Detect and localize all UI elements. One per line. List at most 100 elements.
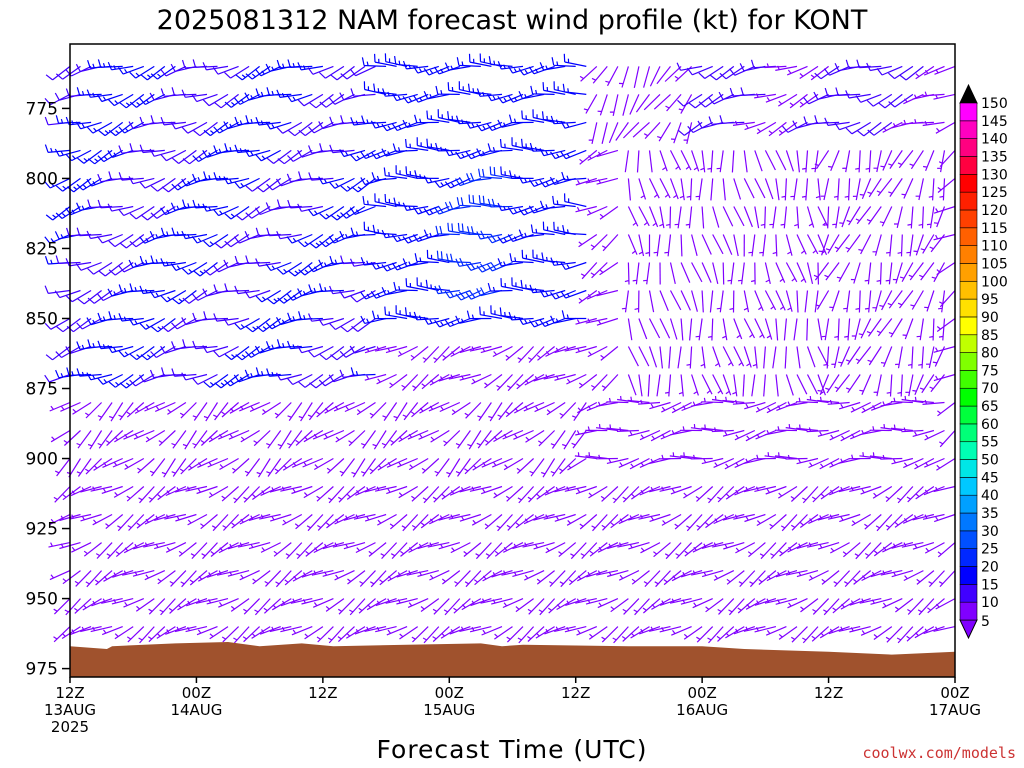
wind-barb [601,626,619,643]
wind-barb [821,318,830,341]
wind-barb [181,177,208,187]
wind-barb [77,290,102,305]
wind-barb [745,429,766,442]
wind-barb [639,429,661,441]
wind-barb [350,367,376,376]
wind-barb [700,150,706,173]
wind-barb [139,177,166,189]
colorbar-label: 100 [981,274,1008,290]
wind-barb [435,225,460,236]
wind-barb [127,514,145,531]
wind-barb [360,315,387,324]
wind-barb [360,289,387,300]
wind-barb [858,234,872,255]
x-tick-label: 00Z [687,684,716,702]
wind-barb [280,598,302,607]
wind-barb [346,486,366,500]
wind-barb [827,399,850,405]
wind-barb [775,318,779,341]
wind-barb [160,149,187,162]
wind-barb [690,424,713,432]
wind-barb [512,542,534,550]
wind-barb [649,66,661,87]
wind-barb [276,177,303,187]
wind-barb [938,290,946,313]
wind-barb [567,457,587,471]
wind-barb [492,345,513,358]
wind-barb [469,626,492,633]
wind-barb [669,262,676,285]
wind-barb [664,65,682,82]
wind-barb [607,542,629,550]
wind-barb [852,178,861,201]
wind-barb [723,542,745,550]
wind-barb [787,598,808,609]
wind-barb [707,626,724,644]
wind-barb [298,262,324,276]
wind-barb [577,401,598,414]
wind-barb [769,206,777,229]
wind-barb [926,206,935,229]
wind-barb [832,206,840,229]
wind-barb [223,373,250,387]
wind-barb [114,626,134,640]
wind-barb [846,206,861,226]
wind-barb [455,315,482,324]
colorbar-swatch [959,298,978,318]
wind-barb [806,374,819,395]
wind-barb [349,65,376,77]
wind-barb [154,542,176,550]
wind-barb [297,203,324,212]
wind-barb [381,261,408,272]
wind-barb [101,485,123,494]
colorbar-label: 110 [981,239,1008,255]
wind-barb [185,626,208,633]
wind-barb [820,486,840,500]
wind-barb [793,318,798,341]
wind-barb [82,598,102,611]
wind-barb [497,61,524,70]
wind-barb [132,570,155,577]
wind-barb [781,178,787,201]
wind-barb [727,262,735,285]
wind-barb [539,62,566,71]
wind-barb [478,168,503,179]
wind-barb [872,290,882,312]
wind-barb [171,227,197,237]
wind-barb [659,150,668,172]
wind-barb [266,458,282,477]
wind-barb [563,53,587,67]
wind-barb [830,542,850,554]
wind-barb [145,429,166,443]
wind-barb [713,513,735,525]
wind-barb [450,542,471,554]
wind-barb [689,318,693,341]
wind-barb [521,110,545,123]
wind-barb [182,199,208,209]
wind-barb [806,318,809,341]
wind-barb [413,311,439,321]
wind-barb [402,258,429,267]
wind-barb [418,429,440,440]
wind-barb [197,457,218,468]
wind-barb [618,457,640,468]
wind-barb [227,570,250,577]
colorbar-swatch [959,584,978,603]
wind-barb [135,598,155,612]
wind-barb [119,234,145,249]
wind-barb [800,598,819,613]
wind-barb [364,513,387,522]
wind-barb [355,485,376,496]
wind-barb [318,317,345,326]
wind-barb [885,486,903,503]
wind-barb [497,119,524,128]
colorbar-label: 130 [981,167,1008,183]
wind-barb [550,115,576,125]
wind-barb [218,542,239,554]
wind-barb [496,514,513,532]
wind-barb [521,249,545,264]
wind-barb [838,346,851,367]
wind-barb [754,598,777,606]
wind-barb [618,570,640,581]
wind-barb [90,626,113,633]
